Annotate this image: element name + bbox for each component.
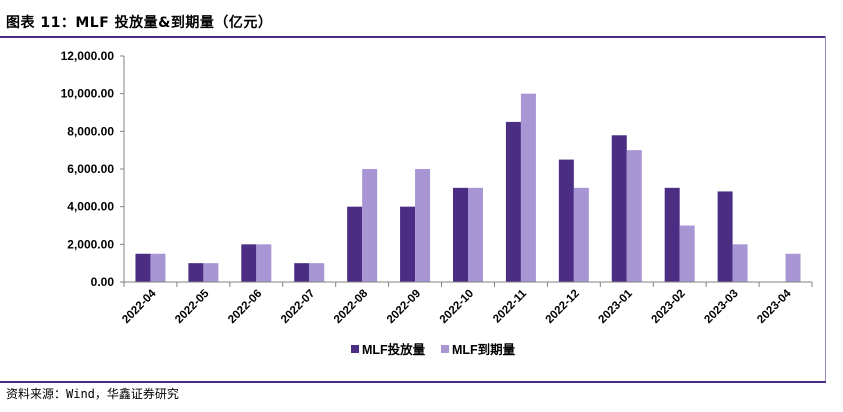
bar-issuance-2022-05 [188,263,204,282]
x-tick-label: 2022-10 [438,288,476,326]
bar-issuance-2022-06 [241,244,257,282]
bar-issuance-2022-04 [135,253,151,282]
x-tick-label: 2022-07 [279,288,317,326]
right-rule [825,36,826,382]
x-tick-label: 2023-03 [702,288,740,326]
x-tick-label: 2023-02 [649,288,687,326]
bar-maturity-2023-01 [626,150,642,282]
x-tick-label: 2023-04 [755,287,794,326]
bar-issuance-2022-12 [558,159,574,282]
y-tick-label: 8,000.00 [67,124,114,138]
y-tick-label: 6,000.00 [67,162,114,176]
source-note: 资料来源：Wind，华鑫证券研究 [6,387,179,401]
bar-issuance-2022-11 [505,121,521,283]
bar-maturity-2023-03 [732,244,748,282]
bar-issuance-2023-02 [664,187,680,282]
bar-maturity-2022-09 [415,169,431,282]
bar-issuance-2022-07 [294,263,310,282]
x-tick-label: 2023-01 [597,287,636,326]
bottom-rule [0,381,826,383]
bar-maturity-2022-10 [468,187,483,282]
legend-label-issuance: MLF投放量 [362,342,426,357]
y-tick-label: 0.00 [91,275,115,289]
bar-maturity-2022-11 [520,93,536,282]
bar-issuance-2023-01 [611,135,627,282]
y-tick-label: 4,000.00 [67,200,114,214]
y-tick-label: 12,000.00 [61,49,115,63]
legend-label-maturity: MLF到期量 [452,342,516,357]
bar-issuance-2022-09 [400,206,416,282]
x-tick-label: 2022-06 [226,288,264,326]
bar-issuance-2022-08 [347,206,363,282]
y-tick-label: 10,000.00 [61,87,115,101]
x-tick-label: 2022-12 [544,288,582,326]
bar-issuance-2022-10 [453,187,468,282]
legend: MLF投放量 MLF到期量 [351,342,516,357]
top-rule [0,36,826,38]
y-axis: 0.00 2,000.00 4,000.00 6,000.00 8,000.00 10,0… [61,49,125,289]
x-tick-label: 2022-04 [120,287,159,326]
bar-maturity-2022-08 [362,169,378,282]
legend-swatch-maturity [441,345,449,353]
figure-title: 图表 11：MLF 投放量&到期量（亿元） [6,15,273,31]
y-tick-label: 2,000.00 [67,237,114,251]
bar-maturity-2022-06 [256,244,272,282]
x-tick-label: 2022-08 [332,287,371,326]
x-tick-label: 2022-09 [385,288,423,326]
bar-maturity-2022-12 [573,187,589,282]
bar-maturity-2022-07 [309,263,325,282]
bar-maturity-2023-04 [785,253,801,282]
x-tick-label: 2022-11 [491,287,529,325]
bars [135,93,801,283]
bar-issuance-2023-03 [717,191,733,282]
x-axis: 2022-04 2022-05 2022-06 2022-07 2022-08 2022-… [120,281,813,326]
x-tick-label: 2022-05 [173,287,212,326]
bar-maturity-2023-02 [679,225,695,282]
bar-chart: 0.00 2,000.00 4,000.00 6,000.00 8,000.00 10,0… [61,49,813,357]
bar-maturity-2022-05 [203,263,219,282]
legend-swatch-issuance [351,345,359,353]
bar-maturity-2022-04 [150,253,166,282]
